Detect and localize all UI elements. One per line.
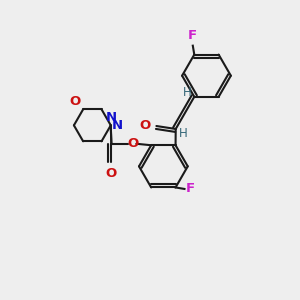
Text: O: O [127, 137, 138, 150]
Text: O: O [106, 167, 117, 180]
Text: N: N [112, 119, 123, 132]
Text: H: H [178, 127, 187, 140]
Text: H: H [183, 86, 191, 99]
Text: O: O [140, 119, 151, 132]
Text: F: F [188, 29, 197, 42]
Text: O: O [70, 95, 81, 108]
Text: F: F [186, 182, 195, 195]
Text: N: N [106, 111, 117, 124]
